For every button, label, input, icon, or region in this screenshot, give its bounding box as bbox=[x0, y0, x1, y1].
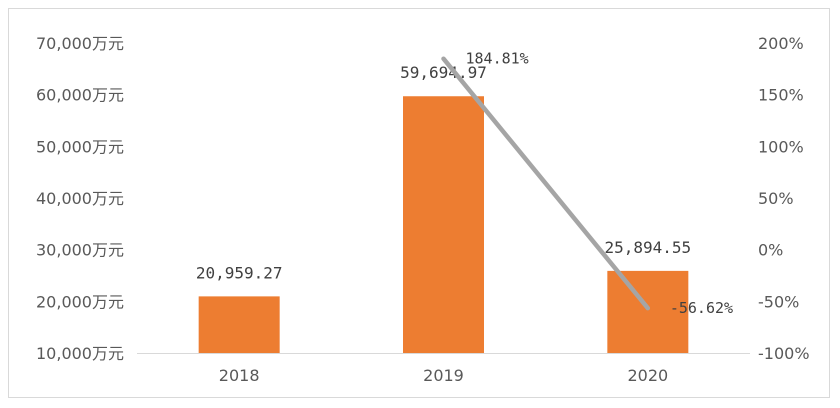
left-tick-label: 50,000万元 bbox=[36, 137, 124, 156]
line-data-label: 184.81% bbox=[466, 50, 529, 68]
bars bbox=[198, 96, 689, 354]
line-labels: 184.81% -56.62% bbox=[466, 50, 734, 317]
bar bbox=[403, 96, 484, 354]
right-tick-label: 0% bbox=[758, 241, 783, 260]
x-tick-label: 2020 bbox=[627, 366, 668, 385]
left-tick-label: 20,000万元 bbox=[36, 292, 124, 311]
right-tick-label: 150% bbox=[758, 86, 804, 105]
right-tick-label: 50% bbox=[758, 189, 794, 208]
left-tick-label: 30,000万元 bbox=[36, 241, 124, 260]
bar-data-label: 59,694.97 bbox=[400, 63, 487, 82]
bar bbox=[607, 270, 689, 353]
x-tick-label: 2018 bbox=[219, 366, 260, 385]
right-tick-label: 100% bbox=[758, 137, 804, 156]
right-tick-label: -100% bbox=[758, 344, 810, 363]
x-axis-ticks: 2018 2019 2020 bbox=[219, 366, 668, 385]
right-tick-label: -50% bbox=[758, 292, 799, 311]
bar bbox=[198, 296, 280, 353]
bar-data-label: 20,959.27 bbox=[196, 263, 283, 282]
left-tick-label: 60,000万元 bbox=[36, 86, 124, 105]
growth-line bbox=[441, 56, 651, 311]
right-tick-label: 200% bbox=[758, 34, 804, 53]
left-tick-label: 70,000万元 bbox=[36, 34, 124, 53]
right-axis-ticks: -100% -50% 0% 50% 100% 150% 200% bbox=[758, 34, 810, 363]
x-tick-label: 2019 bbox=[423, 366, 464, 385]
bar-labels: 20,959.27 59,694.97 25,894.55 bbox=[196, 63, 691, 282]
bar-data-label: 25,894.55 bbox=[604, 238, 691, 257]
line-series bbox=[441, 56, 651, 311]
left-tick-label: 40,000万元 bbox=[36, 189, 124, 208]
line-data-label: -56.62% bbox=[670, 299, 733, 317]
left-axis-ticks: 10,000万元 20,000万元 30,000万元 40,000万元 50,000万元… bbox=[36, 34, 124, 363]
left-tick-label: 10,000万元 bbox=[36, 344, 124, 363]
